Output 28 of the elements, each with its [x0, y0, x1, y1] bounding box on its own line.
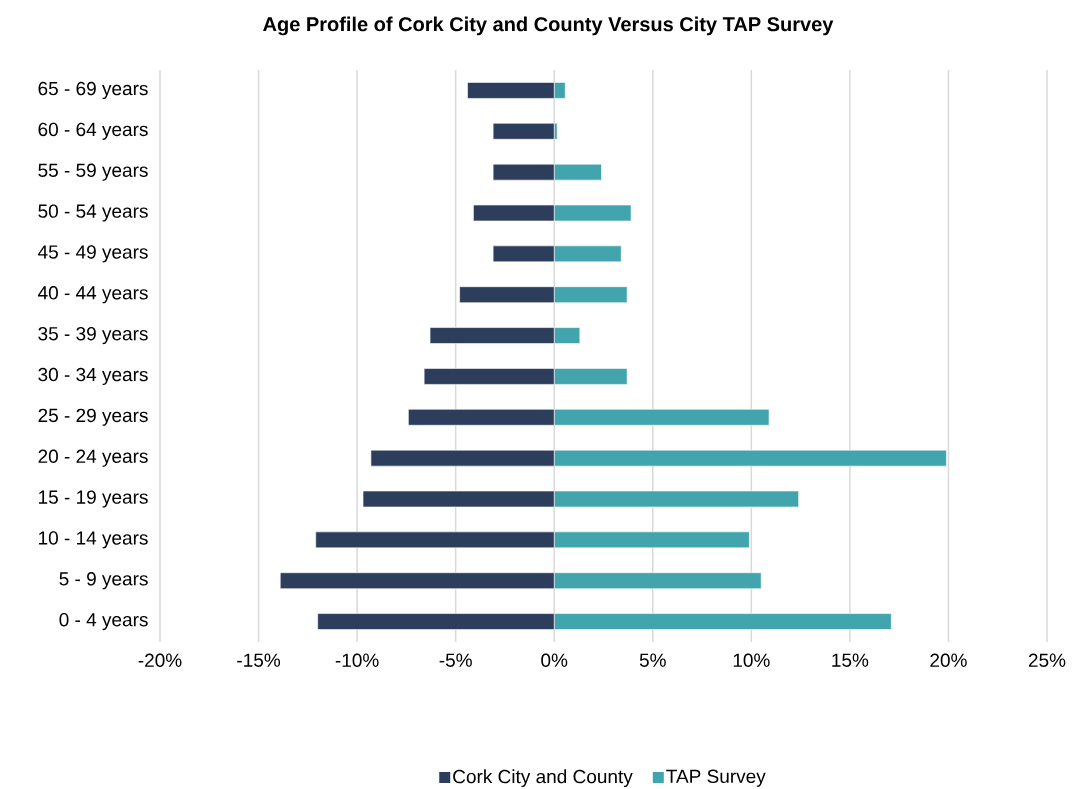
x-tick-label: -5% [439, 653, 472, 667]
bar [492, 122, 555, 140]
x-tick-label: 5% [639, 653, 666, 667]
x-tick-label: 25% [1028, 653, 1066, 667]
y-tick-label: 20 - 24 years [38, 449, 148, 467]
y-tick-label: 25 - 29 years [38, 408, 148, 426]
y-tick-label: 50 - 54 years [38, 204, 148, 222]
legend-label: TAP Survey [666, 769, 766, 787]
y-tick-label: 5 - 9 years [59, 572, 148, 590]
y-tick-label: 0 - 4 years [59, 612, 148, 631]
chart-title: Age Profile of Cork City and County Versus City TAP Survey [263, 16, 834, 36]
y-tick-label: 15 - 19 years [39, 490, 148, 508]
x-tick-label: 0% [541, 653, 568, 667]
y-tick-label: 10 - 14 years [39, 531, 148, 549]
y-tick-label: 65 - 69 years [38, 81, 148, 100]
x-tick-label: -20% [138, 653, 182, 667]
y-tick-label: 30 - 34 years [38, 367, 148, 386]
y-tick-label: 45 - 49 years [38, 245, 148, 263]
x-tick-label: 15% [832, 653, 869, 667]
y-tick-label: 60 - 64 years [38, 122, 148, 140]
y-tick-label: 35 - 39 years [38, 326, 148, 345]
x-tick-label: 20% [930, 653, 967, 667]
y-tick-label: 40 - 44 years [38, 286, 148, 304]
y-tick-label: 55 - 59 years [38, 163, 148, 181]
x-tick-label: -10% [335, 653, 379, 667]
x-tick-label: -15% [237, 653, 281, 667]
x-tick-label: 10% [733, 653, 770, 667]
legend-label: Cork City and County [453, 769, 633, 788]
